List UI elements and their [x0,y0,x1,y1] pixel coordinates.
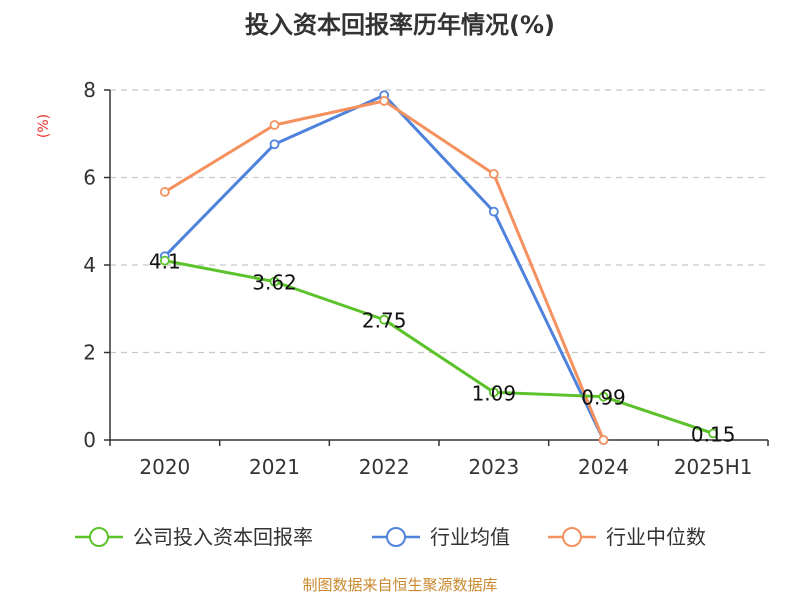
data-point [269,120,280,130]
data-point [379,314,390,325]
legend-swatch-marker [386,527,406,547]
y-tick-label: 4 [83,253,96,277]
data-point [598,435,609,445]
data-point [488,387,499,398]
data-point [269,276,280,287]
y-axis-label: (%) [36,114,52,138]
x-tick-label: 2020 [139,455,190,479]
x-tick-label: 2022 [359,455,410,479]
data-point [488,169,499,179]
axes [104,89,769,446]
data-point [159,187,170,197]
y-tick-labels: 0 2 4 6 8 [83,78,96,452]
legend: 公司投入资本回报率 行业均值 行业中位数 [75,525,706,549]
y-tick-label: 0 [83,428,96,452]
legend-label: 公司投入资本回报率 [133,525,313,549]
series-line-0 [164,259,714,435]
series-line-2 [164,99,605,441]
y-tick-label: 2 [83,341,96,365]
data-label: 0.15 [691,422,736,446]
x-tick-label: 2021 [249,455,300,479]
data-point [379,96,390,106]
data-label: 0.99 [581,386,626,410]
data-point [488,206,499,217]
y-tick-label: 8 [83,78,96,102]
chart-title: 投入资本回报率历年情况(%) [245,11,555,39]
x-tick-label: 2023 [468,455,519,479]
legend-swatch-marker [562,527,582,547]
legend-label: 行业中位数 [606,525,706,549]
data-label: 2.75 [362,309,407,333]
x-tick-label: 2024 [578,455,629,479]
data-label: 4.1 [149,250,181,274]
series-group [159,90,719,445]
gridlines [110,89,768,354]
data-point [708,428,719,439]
data-point [598,391,609,402]
x-tick-label: 2025H1 [674,455,753,479]
x-tick-labels: 2020 2021 2022 2023 2024 2025H1 [139,455,752,479]
data-label: 3.62 [252,271,297,295]
legend-label: 行业均值 [430,525,510,549]
legend-swatch-marker [89,527,109,547]
data-label: 1.09 [472,381,517,405]
source-note: 制图数据来自恒生聚源数据库 [302,576,497,594]
data-labels: 4.1 3.62 2.75 1.09 0.99 0.15 [149,250,736,447]
data-point [269,139,280,150]
series-line-1 [163,93,605,441]
y-tick-label: 6 [83,166,96,190]
data-point [159,255,170,266]
